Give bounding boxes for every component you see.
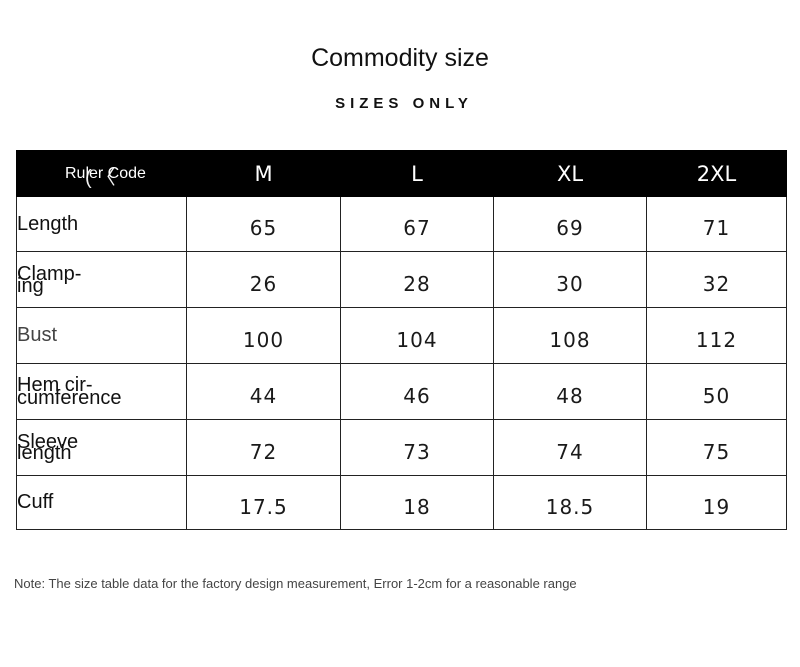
table-cell: 73 <box>340 419 494 476</box>
table-cell: 67 <box>340 196 494 252</box>
row-label-text: Bust <box>17 324 58 346</box>
table-cell: 44 <box>186 363 341 420</box>
table-cell: 48 <box>493 363 647 420</box>
table-cell: 17.5 <box>186 475 341 530</box>
corner-decoration-glyph: (〈 <box>85 167 130 189</box>
table-header-row: (〈 Ruler Code M L XL 2XL <box>16 150 787 197</box>
table-cell: 72 <box>186 419 341 476</box>
table-cell: 100 <box>186 307 341 364</box>
row-label-text: Sleeve length <box>17 430 79 464</box>
table-cell: 71 <box>646 196 787 252</box>
header-corner-cell: (〈 Ruler Code <box>16 150 187 197</box>
table-cell: 65 <box>186 196 341 252</box>
row-label-sleeve-length: Sleeve length <box>16 419 187 476</box>
row-label-clamping: Clamp- ing <box>16 251 187 308</box>
page-subtitle: SIZES ONLY <box>335 95 473 112</box>
table-cell: 46 <box>340 363 494 420</box>
table-row-clamping: Clamp- ing 26 28 30 32 <box>16 251 787 308</box>
table-cell: 26 <box>186 251 341 308</box>
row-label-text: Length <box>17 212 79 235</box>
header-corner-label: Ruler Code <box>65 164 146 182</box>
table-row-hem: Hem cir- cumference 44 46 48 50 <box>16 363 787 420</box>
table-cell: 69 <box>493 196 647 252</box>
table-row-length: Length 65 67 69 71 <box>16 196 787 252</box>
page-title: Commodity size <box>311 44 489 72</box>
table-cell: 28 <box>340 251 494 308</box>
row-label-bust: Bust <box>16 307 187 364</box>
table-cell: 108 <box>493 307 647 364</box>
table-cell: 30 <box>493 251 647 308</box>
table-cell: 18 <box>340 475 494 530</box>
row-label-cuff: Cuff <box>16 475 187 530</box>
table-row-bust: Bust 100 104 108 112 <box>16 307 787 364</box>
row-label-text: Clamp- ing <box>17 262 82 297</box>
table-cell: 32 <box>646 251 787 308</box>
header-size-xl: XL <box>493 150 647 197</box>
table-row-cuff: Cuff 17.5 18 18.5 19 <box>16 475 787 530</box>
table-cell: 104 <box>340 307 494 364</box>
table-cell: 18.5 <box>493 475 647 530</box>
header-size-m: M <box>186 150 341 197</box>
row-label-text: Hem cir- cumference <box>17 373 122 409</box>
table-row-sleeve: Sleeve length 72 73 74 75 <box>16 419 787 476</box>
table-cell: 74 <box>493 419 647 476</box>
header-size-2xl: 2XL <box>646 150 787 197</box>
row-label-hem-circumference: Hem cir- cumference <box>16 363 187 420</box>
table-cell: 112 <box>646 307 787 364</box>
row-label-length: Length <box>16 196 187 252</box>
row-label-text: Cuff <box>17 491 54 513</box>
table-cell: 75 <box>646 419 787 476</box>
size-table: (〈 Ruler Code M L XL 2XL Length 65 67 69… <box>16 150 787 530</box>
table-cell: 50 <box>646 363 787 420</box>
header-size-l: L <box>340 150 494 197</box>
measurement-note: Note: The size table data for the factor… <box>14 576 577 591</box>
table-cell: 19 <box>646 475 787 530</box>
